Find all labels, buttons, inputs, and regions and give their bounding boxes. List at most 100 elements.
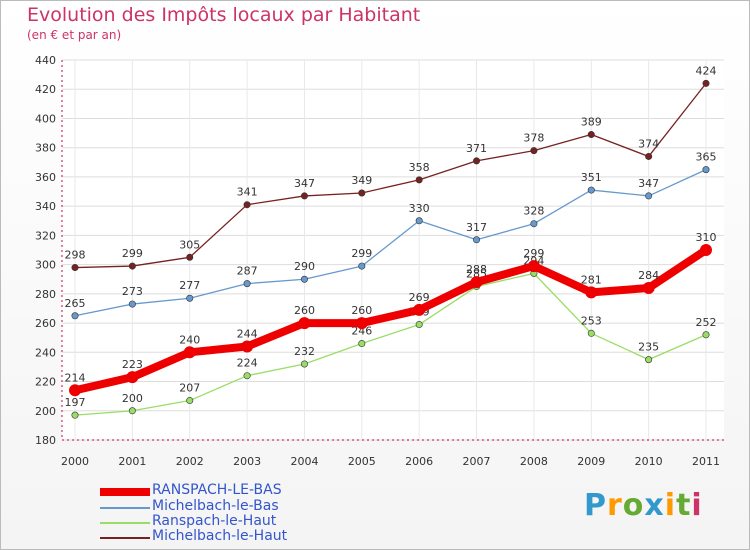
x-tick-label: 2006	[405, 455, 433, 468]
series-line-ranspach-le-haut	[74, 272, 707, 416]
data-label: 299	[351, 247, 372, 260]
data-label: 260	[294, 304, 315, 317]
data-point	[71, 264, 79, 272]
data-label: 287	[237, 265, 258, 278]
data-label: 277	[179, 279, 200, 292]
x-tick-label: 2009	[577, 455, 605, 468]
data-label: 224	[237, 357, 258, 370]
data-point	[645, 152, 653, 160]
data-label: 253	[581, 314, 602, 327]
data-label: 281	[581, 273, 602, 286]
data-point	[530, 220, 538, 228]
data-point	[300, 192, 308, 200]
data-label: 371	[466, 142, 487, 155]
data-point	[128, 262, 136, 270]
y-tick-label: 440	[35, 54, 56, 67]
data-point	[183, 346, 196, 359]
data-label: 260	[351, 304, 372, 317]
data-label: 197	[65, 396, 86, 409]
data-label: 328	[523, 205, 544, 218]
data-point	[69, 384, 81, 397]
chart-title: Evolution des Impôts locaux par Habitant	[27, 4, 421, 26]
data-point	[241, 340, 254, 353]
data-point	[415, 217, 423, 225]
data-label: 424	[696, 64, 717, 77]
y-tick-label: 200	[35, 405, 56, 418]
data-point	[702, 79, 710, 87]
data-label: 299	[523, 247, 544, 260]
legend-label: Michelbach-le-Bas	[152, 498, 279, 514]
y-tick-label: 280	[35, 288, 56, 301]
data-point	[587, 186, 595, 194]
data-point	[358, 189, 366, 197]
data-point	[473, 157, 481, 165]
data-label: 235	[638, 341, 659, 354]
data-point	[470, 276, 483, 289]
data-point	[587, 131, 595, 139]
data-label: 252	[696, 316, 717, 329]
data-point	[355, 317, 368, 330]
data-point	[298, 317, 311, 330]
data-point	[702, 331, 710, 339]
data-label: 298	[65, 249, 86, 262]
data-label: 273	[122, 285, 143, 298]
data-label: 288	[466, 263, 487, 276]
y-tick-label: 360	[35, 171, 56, 184]
legend-label: RANSPACH-LE-BAS	[152, 482, 282, 498]
series-line-michelbach-le-haut	[74, 82, 707, 269]
data-point	[243, 372, 251, 380]
data-label: 232	[294, 345, 315, 358]
x-tick-label: 2000	[61, 455, 89, 468]
data-label: 269	[409, 291, 430, 304]
data-point	[645, 192, 653, 200]
x-tick-label: 2004	[290, 455, 318, 468]
data-label: 223	[122, 358, 143, 371]
data-label: 200	[122, 392, 143, 405]
data-point	[702, 166, 710, 174]
data-label: 305	[179, 238, 200, 251]
data-label: 299	[122, 247, 143, 260]
series-line-michelbach-le-bas	[74, 169, 707, 317]
data-label: 341	[237, 186, 258, 199]
x-tick-label: 2005	[348, 455, 376, 468]
data-point	[645, 356, 653, 364]
data-point	[128, 407, 136, 415]
data-label: 389	[581, 116, 602, 129]
data-point	[126, 371, 139, 384]
data-label: 330	[409, 202, 430, 215]
data-point	[128, 300, 136, 308]
series-line-ranspach-le-bas	[74, 246, 709, 395]
data-label: 214	[65, 371, 86, 384]
data-label: 374	[638, 137, 659, 150]
x-tick-label: 2008	[520, 455, 548, 468]
data-label: 365	[696, 151, 717, 164]
y-tick-label: 340	[35, 200, 56, 213]
y-tick-label: 300	[35, 259, 56, 272]
data-label: 351	[581, 171, 602, 184]
data-label: 240	[179, 333, 200, 346]
data-point	[413, 303, 426, 316]
x-tick-label: 2003	[233, 455, 261, 468]
x-tick-label: 2001	[118, 455, 146, 468]
data-label: 358	[409, 161, 430, 174]
data-point	[358, 340, 366, 348]
y-tick-label: 420	[35, 83, 56, 96]
y-tick-label: 240	[35, 346, 56, 359]
x-tick-label: 2002	[176, 455, 204, 468]
y-tick-label: 320	[35, 229, 56, 242]
data-label: 310	[696, 231, 717, 244]
data-label: 378	[523, 132, 544, 145]
data-point	[700, 244, 712, 256]
data-label: 244	[237, 327, 258, 340]
data-point	[300, 360, 308, 368]
data-point	[530, 147, 538, 155]
data-point	[71, 411, 79, 419]
data-label: 265	[65, 297, 86, 310]
data-label: 246	[351, 325, 372, 338]
data-point	[473, 236, 481, 244]
data-point	[186, 397, 194, 405]
x-tick-label: 2007	[463, 455, 491, 468]
data-label: 284	[638, 269, 659, 282]
data-label: 317	[466, 221, 487, 234]
